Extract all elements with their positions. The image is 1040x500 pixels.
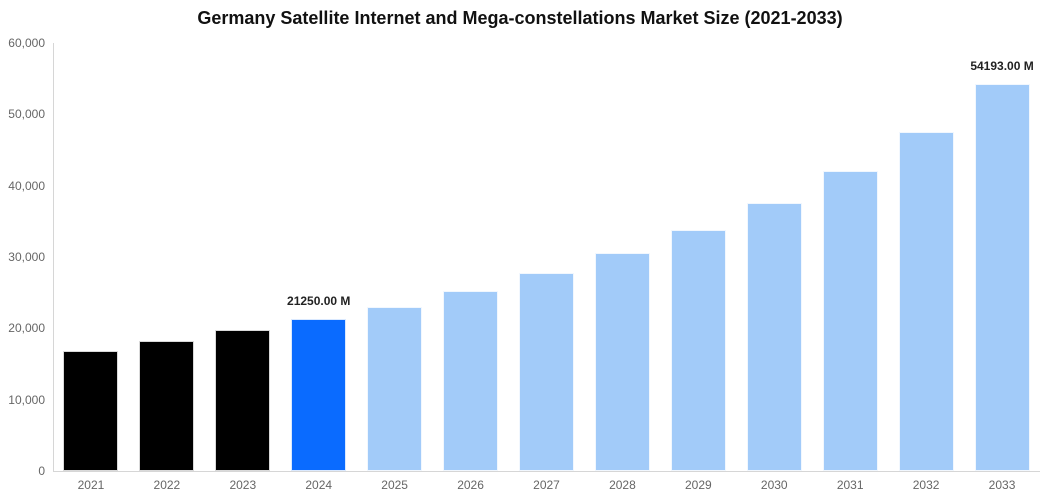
y-axis-line — [53, 43, 54, 471]
x-tick-label-2027: 2027 — [533, 478, 560, 492]
x-tick-label-2033: 2033 — [988, 478, 1016, 492]
y-tick-label-40000: 40,000 — [8, 178, 45, 193]
y-tick-label-60000: 60,000 — [8, 36, 45, 50]
bar-2025[interactable] — [367, 306, 423, 471]
bar-2030[interactable] — [746, 202, 802, 471]
bar-2026[interactable] — [443, 291, 499, 471]
bar-2032[interactable] — [898, 132, 954, 471]
x-tick-label-2031: 2031 — [836, 478, 864, 492]
bar-value-label-2024: 21250.00 M — [287, 294, 351, 309]
y-tick-label-30000: 30,000 — [8, 250, 45, 264]
x-tick-label-2032: 2032 — [912, 478, 940, 492]
x-tick-label-2021: 2021 — [77, 478, 105, 492]
x-tick-label-2024: 2024 — [305, 478, 333, 492]
y-tick-label-50000: 50,000 — [8, 107, 45, 122]
x-tick-label-2029: 2029 — [684, 478, 712, 492]
x-tick-label-2030: 2030 — [760, 478, 788, 492]
y-tick-label-10000: 10,000 — [8, 392, 45, 407]
bar-2031[interactable] — [822, 170, 878, 471]
x-tick-label-2023: 2023 — [229, 478, 257, 492]
bar-2024[interactable] — [291, 319, 347, 471]
bar-value-label-2033: 54193.00 M — [970, 59, 1034, 74]
bar-2021[interactable] — [63, 351, 119, 471]
y-tick-label-0: 0 — [38, 464, 45, 478]
y-tick-label-20000: 20,000 — [8, 321, 45, 336]
bar-2028[interactable] — [594, 252, 650, 471]
bar-2023[interactable] — [215, 330, 271, 471]
x-tick-label-2022: 2022 — [153, 478, 181, 492]
x-tick-label-2025: 2025 — [381, 478, 408, 492]
x-tick-label-2028: 2028 — [609, 478, 636, 492]
chart-title: Germany Satellite Internet and Mega-cons… — [197, 8, 843, 28]
bar-2033[interactable] — [974, 84, 1030, 471]
bar-2029[interactable] — [670, 229, 726, 471]
x-axis-line — [53, 471, 1040, 472]
bar-2022[interactable] — [139, 341, 195, 471]
bar-2027[interactable] — [519, 272, 574, 471]
x-tick-label-2026: 2026 — [457, 478, 484, 492]
